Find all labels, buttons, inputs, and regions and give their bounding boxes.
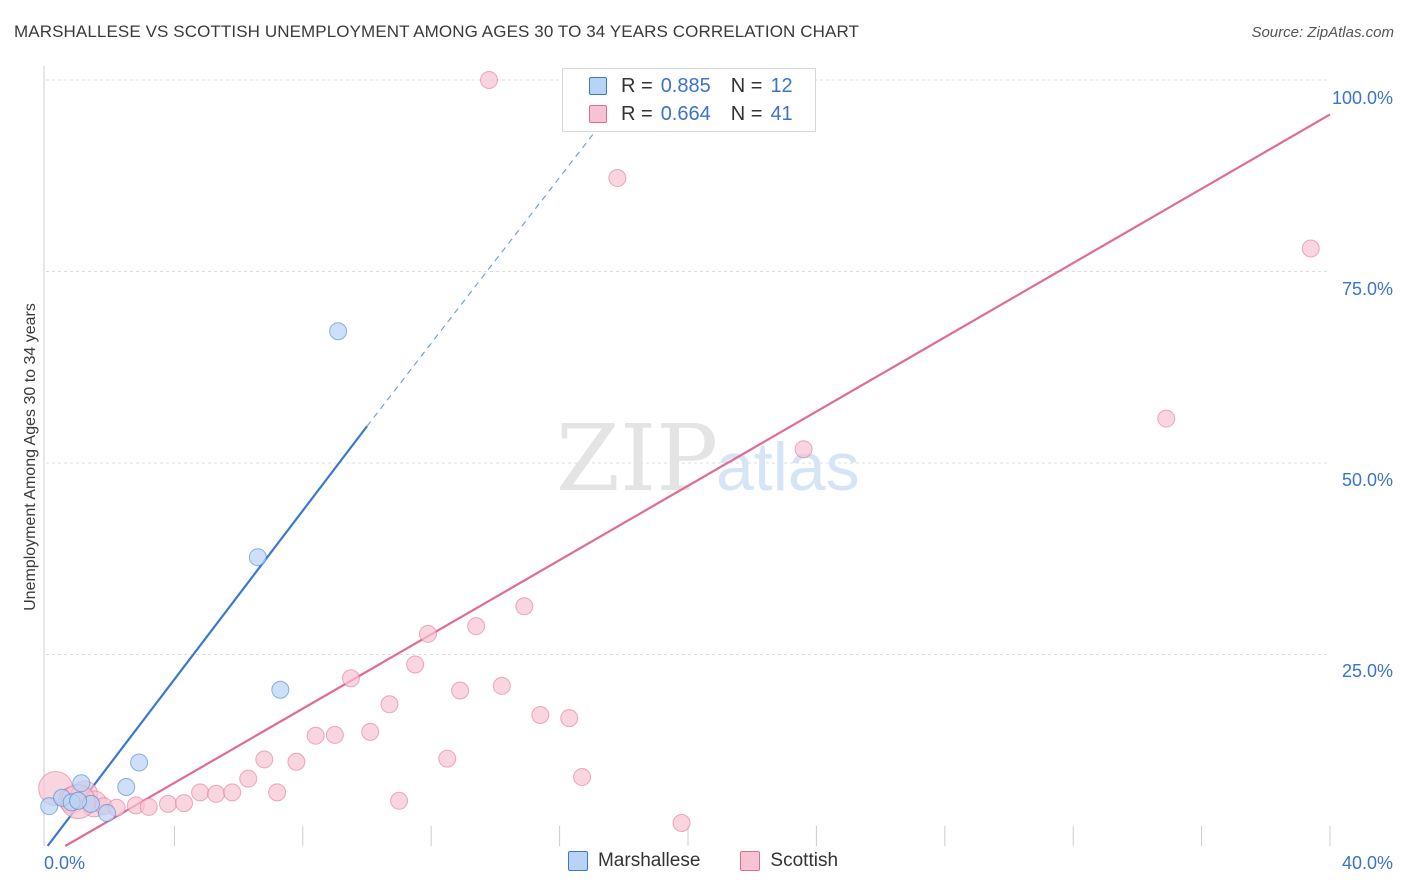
point-scottish: [223, 783, 242, 802]
point-scottish: [418, 624, 437, 643]
legend-row-scottish: R = 0.664 N = 41: [589, 101, 793, 127]
legend-item-scottish[interactable]: Scottish: [740, 850, 838, 872]
y-tick-label: 25.0%: [1342, 661, 1393, 681]
axes: [43, 66, 1331, 846]
marshallese-r-value: 0.885: [660, 74, 711, 97]
marshallese-legend-swatch: [567, 851, 588, 871]
series-legend: Marshallese Scottish: [0, 850, 1406, 872]
point-scottish: [794, 440, 813, 459]
x-tick-label-min: 0.0%: [44, 853, 85, 873]
point-scottish: [451, 681, 470, 700]
point-scottish: [306, 726, 325, 745]
scottish-legend-swatch: [740, 851, 761, 871]
watermark-zip: ZIP: [556, 405, 718, 512]
scottish-n-value: 41: [770, 102, 793, 125]
point-scottish: [287, 752, 306, 771]
point-marshallese: [329, 322, 348, 341]
point-scottish: [1157, 409, 1176, 428]
point-scottish: [380, 695, 399, 714]
point-marshallese: [130, 753, 149, 772]
y-tick-label: 50.0%: [1342, 470, 1393, 490]
scottish-r-value: 0.664: [660, 102, 711, 125]
point-scottish: [325, 725, 344, 744]
point-scottish: [560, 709, 579, 728]
point-scottish: [608, 169, 627, 188]
correlation-legend: R = 0.885 N = 12 R = 0.664 N = 41: [562, 68, 816, 132]
trend-line-scottish: [64, 113, 1331, 847]
scottish-legend-label: Scottish: [770, 850, 839, 871]
watermark-atlas: atlas: [716, 429, 860, 505]
point-marshallese: [97, 804, 116, 823]
point-scottish: [158, 794, 177, 813]
r-label: R =: [621, 74, 653, 97]
point-marshallese: [72, 774, 91, 793]
point-marshallese: [248, 548, 267, 567]
chart-title: MARSHALLESE VS SCOTTISH UNEMPLOYMENT AMO…: [14, 22, 860, 41]
trend-lines: [46, 113, 1331, 847]
source-label: Source: ZipAtlas.com: [1251, 24, 1394, 41]
point-scottish: [207, 784, 226, 803]
n-label: N =: [730, 74, 763, 97]
point-scottish: [467, 617, 486, 636]
n-label: N =: [730, 102, 763, 125]
marshallese-legend-label: Marshallese: [597, 850, 701, 871]
point-scottish: [479, 71, 498, 89]
point-scottish: [191, 783, 210, 802]
gridlines: [46, 79, 1330, 655]
data-points: [38, 71, 1320, 833]
point-marshallese: [69, 791, 88, 810]
legend-row-marshallese: R = 0.885 N = 12: [589, 73, 793, 99]
trend-line-extension-marshallese: [366, 114, 609, 427]
point-marshallese: [117, 778, 136, 797]
r-label: R =: [621, 102, 653, 125]
point-scottish: [515, 597, 534, 616]
point-scottish: [406, 655, 425, 674]
legend-item-marshallese[interactable]: Marshallese: [567, 850, 701, 872]
point-scottish: [361, 722, 380, 741]
point-scottish: [438, 749, 457, 768]
point-scottish: [175, 794, 194, 813]
x-tick-label-max: 40.0%: [1342, 853, 1393, 873]
tick-labels: 25.0% 50.0% 75.0% 100.0% 0.0% 40.0%: [44, 88, 1393, 873]
point-scottish: [239, 769, 258, 788]
y-tick-label: 75.0%: [1342, 279, 1393, 299]
point-scottish: [139, 797, 158, 816]
marshallese-swatch: [589, 77, 607, 95]
point-scottish: [573, 768, 592, 787]
point-scottish: [255, 750, 274, 769]
point-scottish: [531, 706, 550, 725]
point-scottish: [390, 791, 409, 810]
point-marshallese: [271, 680, 290, 699]
scottish-swatch: [589, 105, 607, 123]
point-scottish: [268, 783, 287, 802]
point-scottish: [1301, 239, 1320, 258]
point-marshallese: [40, 797, 59, 816]
trend-line-marshallese: [46, 425, 368, 847]
point-scottish: [492, 676, 511, 695]
y-tick-label: 100.0%: [1332, 88, 1393, 108]
point-scottish: [341, 669, 360, 688]
marshallese-n-value: 12: [770, 74, 793, 97]
point-scottish: [672, 814, 691, 833]
